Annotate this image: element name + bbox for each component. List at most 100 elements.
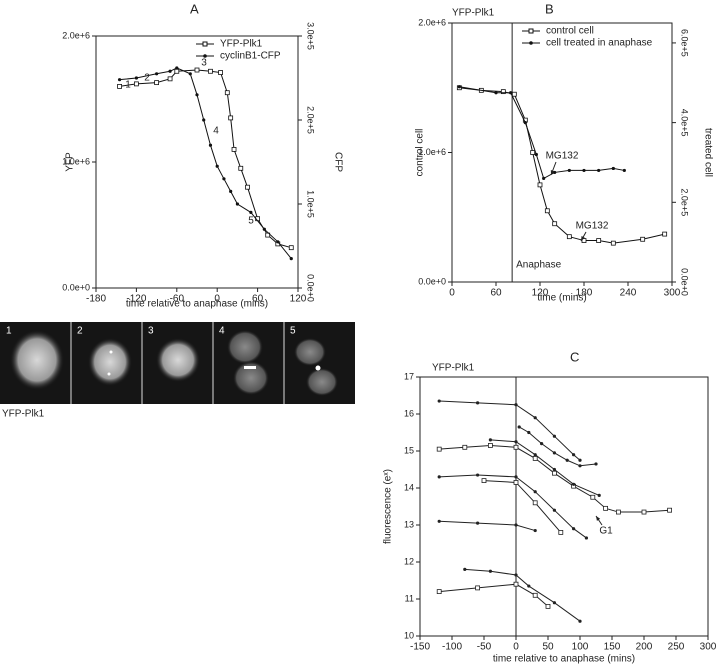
x-axis-label: time relative to anaphase (mins)	[493, 654, 635, 665]
y-axis-label: YFP	[65, 152, 76, 172]
cell-image	[306, 368, 338, 396]
y-tick-label: 11	[405, 593, 414, 603]
point-marker	[218, 70, 223, 75]
point-marker	[513, 480, 519, 485]
point-marker	[572, 482, 576, 486]
point-marker	[437, 519, 441, 523]
series-line	[439, 474, 587, 539]
point-marker	[509, 91, 513, 95]
x-tick-label: 120	[290, 294, 307, 305]
x-axis-label: time (mins)	[537, 293, 586, 304]
cell-spot	[107, 372, 111, 376]
x-tick-label: 60	[252, 294, 264, 305]
point-marker	[532, 592, 538, 598]
point-marker	[208, 143, 213, 147]
point-marker	[222, 177, 226, 181]
y2-tick-label: 0.0e+0	[306, 274, 316, 302]
point-marker	[481, 478, 487, 484]
point-marker	[436, 446, 442, 452]
point-marker	[245, 184, 250, 190]
cell-image	[10, 330, 64, 390]
series-line	[459, 87, 665, 244]
plot-frame	[95, 35, 299, 289]
legend-label: control cell	[546, 26, 594, 37]
y2-axis-label: CFP	[332, 152, 343, 172]
point-marker	[552, 221, 558, 227]
x-tick-label: 300	[700, 642, 717, 653]
x-axis-label: time relative to anaphase (mins)	[126, 299, 268, 310]
point-marker	[534, 152, 538, 157]
point-marker	[513, 444, 519, 450]
point-marker	[590, 494, 596, 500]
point-marker	[558, 530, 564, 535]
point-marker	[545, 604, 551, 609]
midbody	[315, 365, 321, 371]
y-tick-label: 12	[404, 556, 414, 566]
point-marker	[133, 81, 139, 87]
point-marker	[596, 238, 602, 243]
point-marker	[208, 68, 213, 74]
point-marker	[155, 72, 159, 76]
series-line	[439, 444, 670, 513]
point-marker	[594, 462, 598, 466]
chart-title: YFP-Plk1	[452, 8, 495, 19]
point-marker	[540, 442, 544, 446]
point-marker	[578, 619, 582, 623]
x-tick-label: 100	[572, 642, 589, 653]
annotation: 1	[125, 80, 131, 91]
point-marker	[616, 509, 621, 515]
series-line	[490, 439, 600, 496]
point-marker	[552, 470, 557, 476]
point-marker	[578, 458, 582, 462]
y-tick-label: 2.0e+6	[418, 17, 446, 27]
point-marker	[640, 236, 646, 242]
x-tick-label: 0	[449, 288, 455, 299]
point-marker	[288, 245, 294, 251]
point-marker	[488, 438, 492, 442]
y2-tick-label: 1.0e+5	[306, 190, 316, 218]
series-line	[439, 400, 581, 461]
point-marker	[228, 115, 234, 121]
point-marker	[532, 455, 538, 461]
point-marker	[544, 208, 550, 214]
point-marker	[622, 168, 626, 173]
annotation: 3	[201, 58, 207, 69]
y-tick-label: 2.0e+6	[62, 30, 90, 40]
point-marker	[188, 72, 192, 76]
image-label: 3	[148, 326, 154, 337]
y2-axis-label: treated cell	[702, 128, 713, 177]
point-marker	[567, 168, 571, 173]
point-marker	[487, 443, 493, 448]
point-marker	[532, 500, 538, 506]
image-label: 1	[6, 326, 12, 337]
series-line	[459, 86, 625, 180]
x-tick-label: 0	[214, 294, 220, 305]
point-marker	[533, 453, 537, 457]
annotation: MG132	[576, 221, 609, 232]
point-marker	[662, 231, 668, 237]
point-marker	[235, 202, 239, 206]
image-label: 5	[290, 326, 296, 337]
point-marker	[597, 493, 601, 497]
x-tick-label: 150	[604, 642, 621, 653]
point-marker	[511, 91, 517, 97]
y-tick-label: 1.0e+6	[418, 147, 446, 157]
point-marker	[457, 85, 461, 89]
point-marker	[488, 569, 492, 573]
y2-tick-label: 2.0e+5	[680, 188, 690, 216]
legend-marker	[202, 41, 208, 47]
y-tick-label: 0.0e+0	[418, 276, 446, 286]
x-tick-label: 300	[664, 288, 681, 299]
point-marker	[514, 475, 518, 479]
x-tick-label: -180	[86, 294, 106, 305]
y-tick-label: 1.0e+6	[62, 156, 90, 166]
image-label: 2	[77, 326, 83, 337]
reference-label: Anaphase	[516, 260, 561, 271]
y-tick-label: 17	[404, 371, 414, 381]
y2-tick-label: 2.0e+5	[306, 106, 316, 134]
x-tick-label: 120	[532, 288, 549, 299]
point-marker	[475, 585, 481, 591]
image-label: 4	[219, 326, 225, 337]
point-marker	[231, 146, 237, 152]
